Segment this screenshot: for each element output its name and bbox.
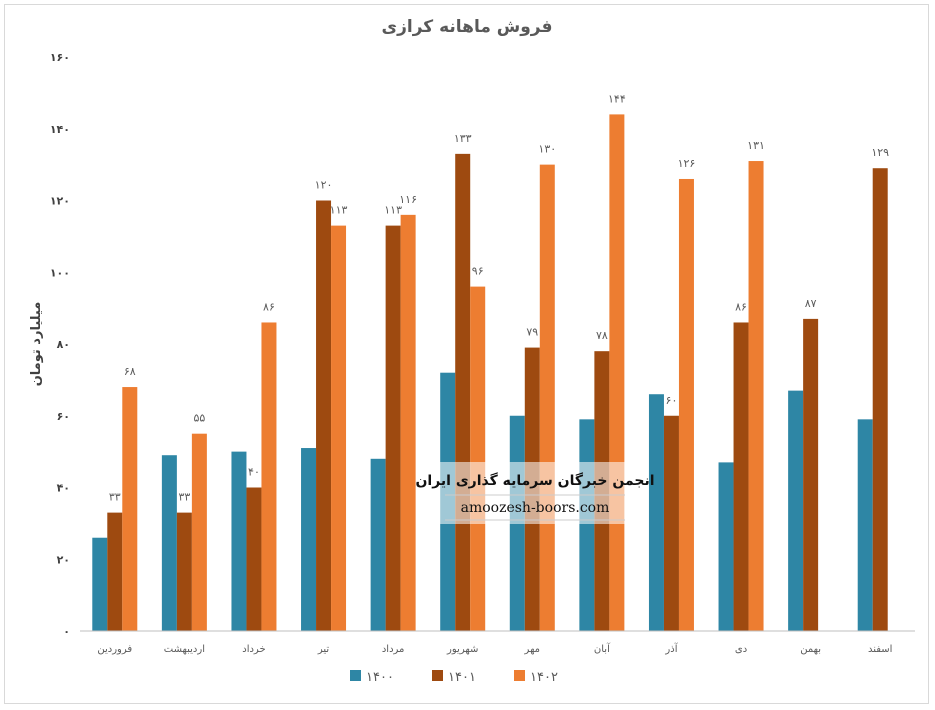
data-label: ۶۸ bbox=[124, 365, 136, 378]
data-label: ۹۶ bbox=[472, 265, 484, 278]
legend-label: ۱۴۰۲ bbox=[530, 670, 558, 685]
data-label: ۸۷ bbox=[805, 297, 817, 310]
data-label: ۱۳۰ bbox=[538, 143, 556, 156]
bar-۱۴۰۲ bbox=[191, 433, 207, 631]
data-label: ۳۳ bbox=[178, 491, 190, 504]
y-tick-label: ۲۰ bbox=[57, 553, 70, 566]
data-label: ۷۸ bbox=[596, 329, 608, 342]
bar-۱۴۰۲ bbox=[331, 225, 347, 632]
legend-label: ۱۴۰۰ bbox=[366, 670, 394, 685]
bar-۱۴۰۱ bbox=[455, 153, 471, 632]
x-tick-label: مهر bbox=[524, 644, 540, 655]
bar-۱۴۰۲ bbox=[261, 322, 277, 631]
x-tick-label: بهمن bbox=[800, 644, 821, 655]
bar-۱۴۰۱ bbox=[176, 512, 192, 631]
data-label: ۴۰ bbox=[248, 466, 260, 479]
data-label: ۸۶ bbox=[263, 300, 275, 313]
y-tick-label: ۱۰۰ bbox=[50, 266, 70, 279]
data-label: ۶۰ bbox=[666, 394, 678, 407]
x-tick-label: شهریور bbox=[446, 644, 478, 655]
y-axis-label: میلیارد تومان bbox=[29, 302, 44, 387]
bar-۱۴۰۱ bbox=[385, 225, 401, 632]
data-label: ۱۱۶ bbox=[399, 193, 417, 206]
bar-۱۴۰۰ bbox=[161, 455, 177, 631]
data-label: ۳۳ bbox=[109, 491, 121, 504]
watermark: انجمن خبرگان سرمایه گذاری ایران amoozesh… bbox=[415, 462, 655, 524]
y-tick-label: ۸۰ bbox=[57, 338, 70, 351]
x-tick-label: فروردین bbox=[97, 644, 132, 655]
bar-۱۴۰۱ bbox=[246, 487, 262, 631]
data-label: ۱۳۳ bbox=[454, 132, 472, 145]
legend-swatch bbox=[514, 670, 525, 681]
y-tick-label: ۱۶۰ bbox=[50, 51, 70, 64]
data-label: ۱۱۳ bbox=[384, 204, 402, 217]
x-tick-label: تیر bbox=[317, 644, 330, 655]
bar-۱۴۰۲ bbox=[400, 214, 416, 631]
bar-۱۴۰۲ bbox=[122, 387, 138, 631]
bar-۱۴۰۱ bbox=[663, 415, 679, 631]
data-label: ۱۲۶ bbox=[678, 157, 696, 170]
data-label: ۸۶ bbox=[735, 300, 747, 313]
bar-۱۴۰۲ bbox=[678, 178, 694, 631]
data-label: ۱۳۱ bbox=[747, 139, 765, 152]
legend-swatch bbox=[350, 670, 361, 681]
data-label: ۷۹ bbox=[526, 326, 538, 339]
bar-۱۴۰۲ bbox=[748, 161, 764, 631]
y-tick-label: ۰ bbox=[63, 625, 70, 638]
bar-۱۴۰۱ bbox=[872, 168, 888, 631]
bar-۱۴۰۰ bbox=[788, 390, 804, 631]
x-tick-label: اسفند bbox=[868, 644, 892, 655]
y-tick-label: ۶۰ bbox=[57, 410, 70, 423]
y-tick-label: ۴۰ bbox=[57, 482, 70, 495]
bar-۱۴۰۰ bbox=[370, 458, 386, 631]
chart-title: فروش ماهانه کرازی bbox=[382, 17, 553, 37]
x-tick-label: اردیبهشت bbox=[164, 644, 205, 655]
bar-۱۴۰۱ bbox=[316, 200, 332, 631]
bar-۱۴۰۰ bbox=[718, 462, 734, 631]
bar-۱۴۰۲ bbox=[609, 114, 625, 631]
bar-۱۴۰۰ bbox=[301, 448, 317, 631]
bar-۱۴۰۰ bbox=[92, 537, 108, 631]
x-tick-label: دی bbox=[735, 644, 747, 655]
bar-۱۴۰۱ bbox=[803, 318, 819, 631]
x-tick-label: آذر bbox=[664, 642, 678, 655]
bar-۱۴۰۱ bbox=[733, 322, 749, 631]
data-label: ۱۴۴ bbox=[608, 92, 626, 105]
data-label: ۱۱۳ bbox=[330, 204, 348, 217]
bar-۱۴۰۲ bbox=[470, 286, 486, 631]
legend-swatch bbox=[432, 670, 443, 681]
bar-۱۴۰۰ bbox=[579, 419, 595, 631]
bar-۱۴۰۱ bbox=[107, 512, 123, 631]
data-label: ۱۲۹ bbox=[871, 146, 889, 159]
legend-label: ۱۴۰۱ bbox=[448, 670, 476, 685]
y-tick-label: ۱۴۰ bbox=[50, 123, 70, 136]
watermark-url: amoozesh-boors.com bbox=[461, 500, 610, 516]
watermark-title: انجمن خبرگان سرمایه گذاری ایران bbox=[415, 472, 654, 489]
data-label: ۱۲۰ bbox=[315, 179, 333, 192]
y-tick-label: ۱۲۰ bbox=[50, 195, 70, 208]
data-label: ۵۵ bbox=[193, 412, 205, 425]
x-tick-label: مرداد bbox=[382, 644, 405, 655]
x-tick-label: آبان bbox=[594, 642, 611, 655]
bar-۱۴۰۰ bbox=[857, 419, 873, 631]
bar-۱۴۰۰ bbox=[231, 451, 247, 631]
bar-۱۴۰۰ bbox=[648, 394, 664, 631]
bar-۱۴۰۲ bbox=[539, 164, 555, 631]
x-tick-label: خرداد bbox=[242, 644, 265, 655]
chart-frame bbox=[4, 4, 929, 704]
